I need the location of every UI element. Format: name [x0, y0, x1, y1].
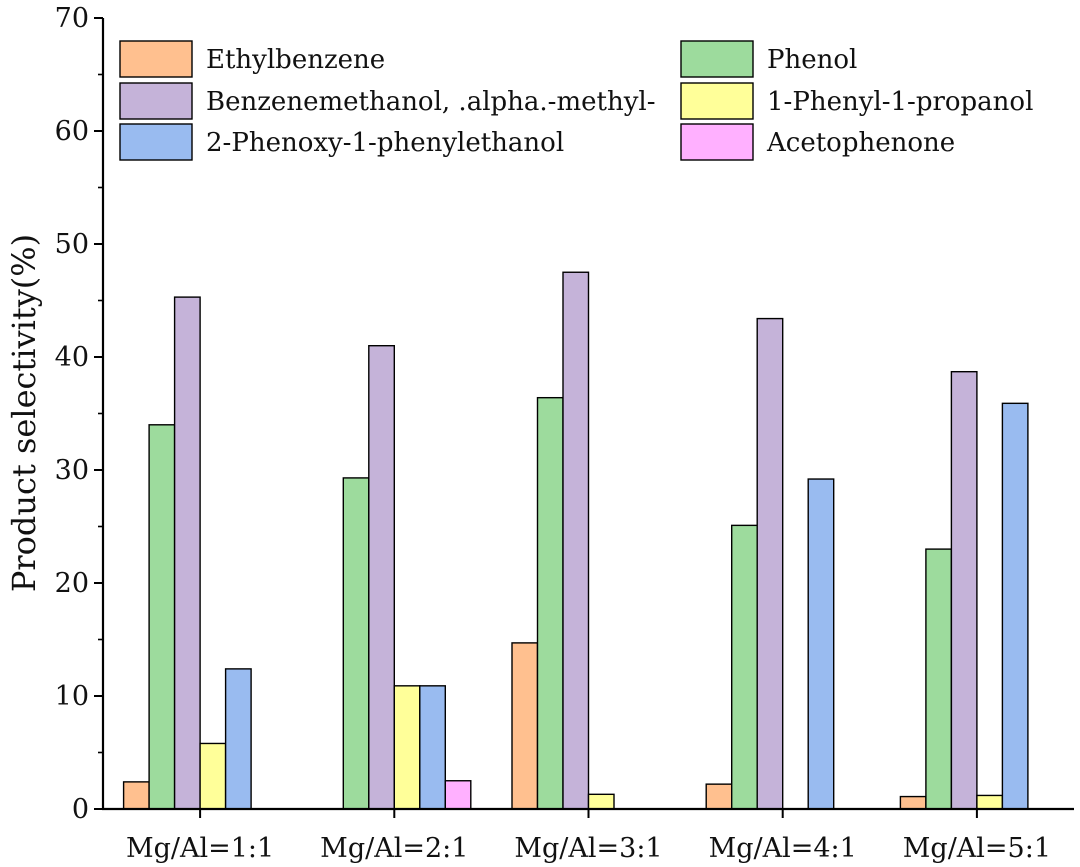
bar	[562, 271, 590, 810]
bar	[976, 794, 1004, 810]
bars-layer	[122, 271, 1029, 810]
bar	[950, 370, 978, 810]
legend-label: 2-Phenoxy-1-phenylethanol	[206, 128, 564, 158]
y-tick-label: 20	[55, 568, 89, 599]
y-tick-label: 40	[55, 342, 89, 373]
bar	[899, 795, 927, 810]
legend-swatch	[119, 123, 193, 161]
y-tick-label: 70	[55, 3, 89, 34]
bar	[807, 478, 835, 810]
bar	[925, 548, 953, 810]
x-tick-label: Mg/Al=1:1	[126, 833, 274, 864]
bar	[393, 685, 421, 810]
bar	[705, 783, 733, 810]
legend-label: 1-Phenyl-1-propanol	[767, 87, 1033, 117]
bar	[122, 781, 150, 810]
bar	[224, 668, 252, 810]
bar	[199, 742, 227, 810]
y-tick-label: 10	[55, 681, 89, 712]
bar	[587, 793, 615, 810]
y-tick-label: 50	[55, 229, 89, 260]
bar	[511, 642, 539, 810]
bar	[1001, 402, 1029, 810]
x-tick-label: Mg/Al=3:1	[514, 833, 662, 864]
y-tick-label: 0	[72, 794, 89, 825]
y-tick-label: 60	[55, 116, 89, 147]
legend-swatch	[680, 40, 754, 78]
x-tick-label: Mg/Al=5:1	[903, 833, 1051, 864]
bar	[731, 524, 758, 810]
legend: Ethylbenzene Phenol Benzenemethanol, .alph…	[119, 40, 1033, 161]
legend-swatch	[680, 123, 754, 161]
legend-label: Acetophenone	[766, 128, 955, 158]
legend-label: Phenol	[767, 45, 857, 75]
bar	[368, 345, 395, 810]
y-axis-title: Product selectivity(%)	[5, 234, 43, 592]
bar	[419, 685, 446, 810]
axes-layer: Mg/Al=1:1 Mg/Al=2:1 Mg/Al=3:1 Mg/Al=4:1 Mg/A…	[55, 3, 1074, 864]
bar	[444, 780, 472, 810]
legend-swatch	[119, 40, 193, 78]
legend-label: Benzenemethanol, .alpha.-methyl-	[206, 87, 655, 117]
x-tick-label: Mg/Al=4:1	[709, 833, 857, 864]
bar	[173, 296, 201, 810]
y-tick-label: 30	[55, 455, 89, 486]
legend-swatch	[119, 82, 193, 120]
bar	[148, 424, 176, 810]
bar	[536, 396, 564, 810]
bar	[342, 477, 370, 810]
legend-swatch	[680, 82, 754, 120]
legend-label: Ethylbenzene	[206, 45, 385, 75]
bar	[756, 317, 784, 810]
x-tick-label: Mg/Al=2:1	[320, 833, 468, 864]
